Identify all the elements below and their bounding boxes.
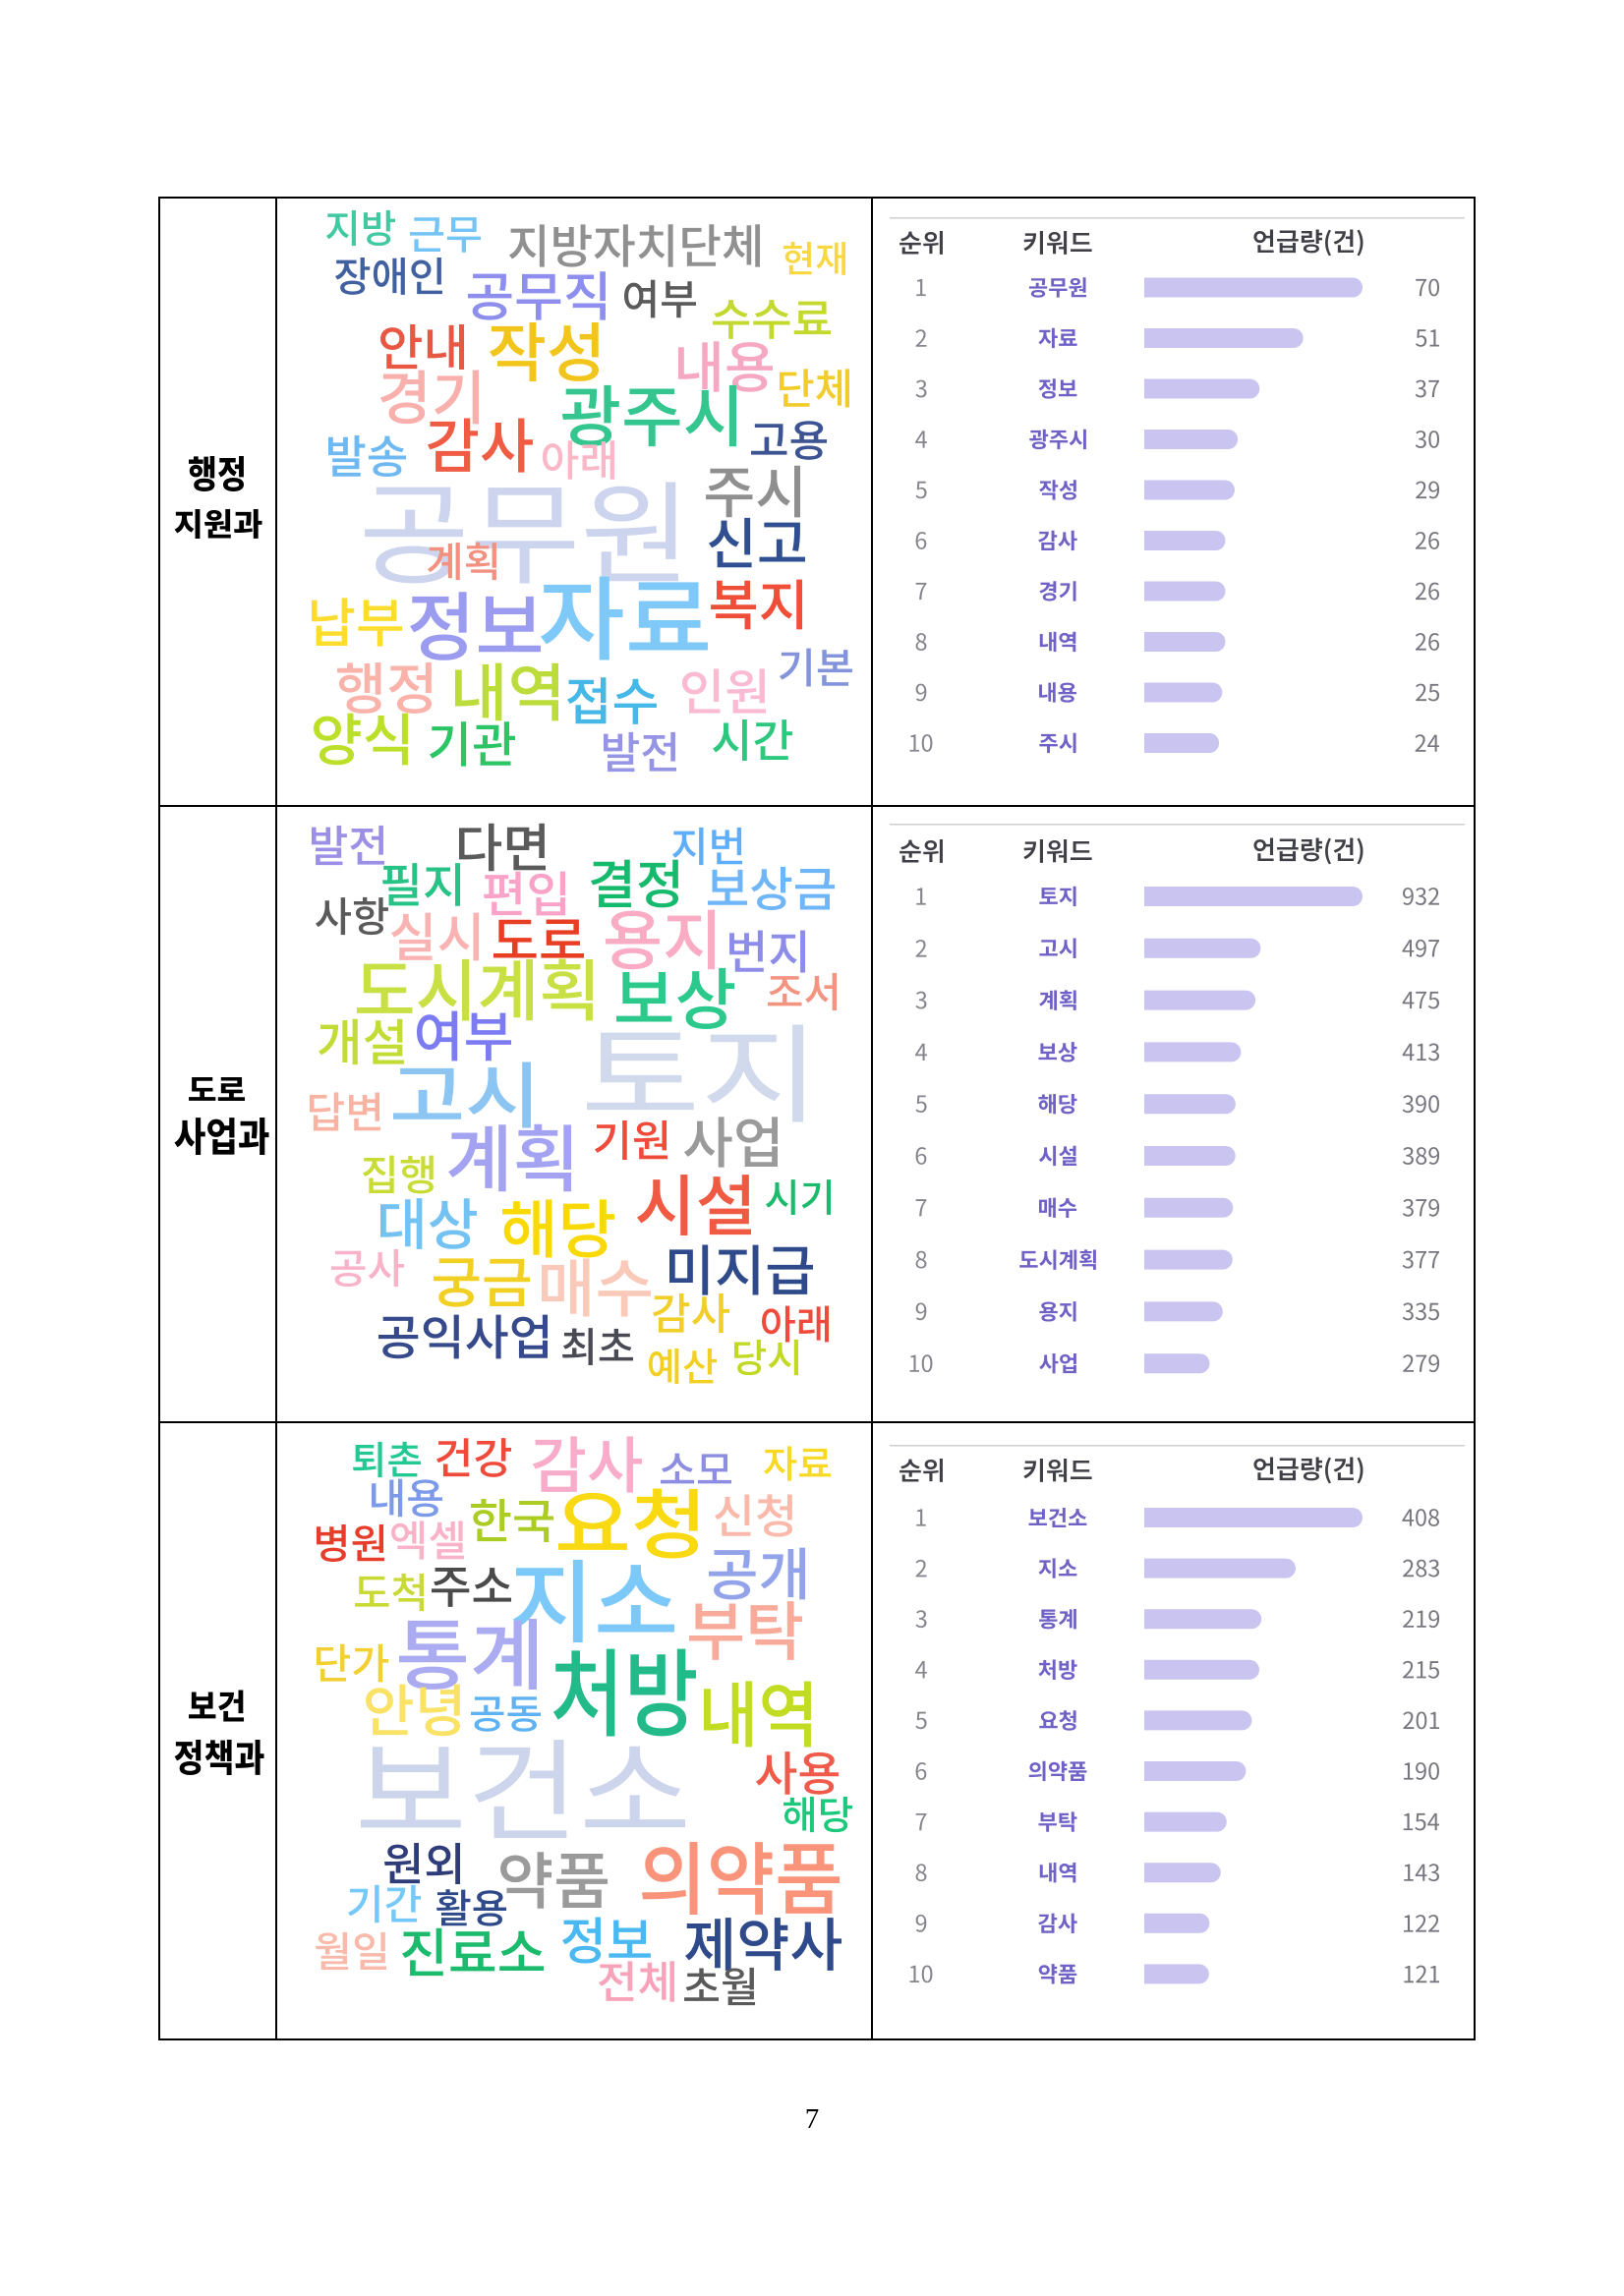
svg-text:7: 7 <box>805 2103 820 2135</box>
